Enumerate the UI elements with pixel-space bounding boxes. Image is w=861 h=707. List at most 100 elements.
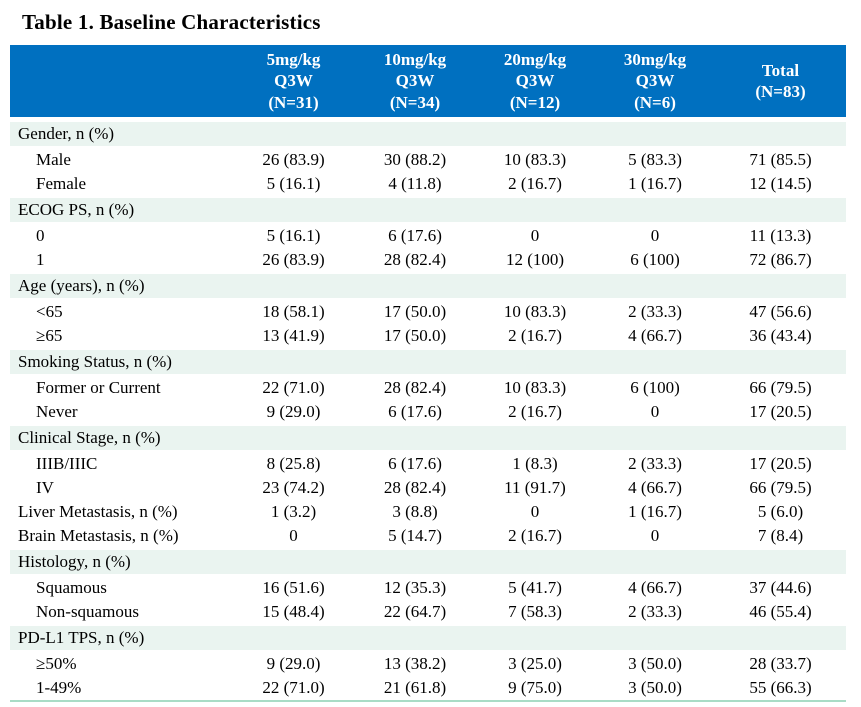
cell-value xyxy=(595,347,715,376)
cell-value xyxy=(355,423,475,452)
cell-value: 2 (16.7) xyxy=(508,525,562,545)
table-row: IIIB/IIIC 8 (25.8) 6 (17.6) 1 (8.3) 2 (3… xyxy=(10,452,846,476)
cell-value: 21 (61.8) xyxy=(383,677,447,697)
row-label: ≥65 xyxy=(36,325,63,345)
cell-value: 1 (3.2) xyxy=(270,501,317,521)
row-label: PD-L1 TPS, n (%) xyxy=(10,623,232,652)
cell-value xyxy=(232,195,355,224)
table-row: ECOG PS, n (%) xyxy=(10,195,846,224)
row-label: 1 xyxy=(36,249,45,269)
cell-value: 22 (71.0) xyxy=(262,377,325,397)
cell-value: 4 (11.8) xyxy=(388,173,442,193)
cell-value xyxy=(715,195,846,224)
table-row: <65 18 (58.1) 17 (50.0) 10 (83.3) 2 (33.… xyxy=(10,300,846,324)
cell-value: 2 (16.7) xyxy=(508,325,562,345)
cell-value: 22 (64.7) xyxy=(383,601,447,621)
row-label: 1-49% xyxy=(36,677,82,697)
cell-value: 17 (20.5) xyxy=(749,453,812,473)
cell-value xyxy=(595,119,715,148)
row-label: Non-squamous xyxy=(36,601,139,621)
cell-value: 0 xyxy=(650,401,660,421)
cell-value: 47 (56.6) xyxy=(749,301,812,321)
table-row: 1 26 (83.9) 28 (82.4) 12 (100) 6 (100) 7… xyxy=(10,248,846,272)
cell-value xyxy=(595,623,715,652)
cell-value: 12 (14.5) xyxy=(749,173,812,193)
cell-value xyxy=(355,547,475,576)
cell-value xyxy=(475,623,595,652)
table-row: IV 23 (74.2) 28 (82.4) 11 (91.7) 4 (66.7… xyxy=(10,476,846,500)
table-row: Squamous 16 (51.6) 12 (35.3) 5 (41.7) 4 … xyxy=(10,576,846,600)
cell-value: 1 (16.7) xyxy=(628,173,682,193)
table-row: Brain Metastasis, n (%) 0 5 (14.7) 2 (16… xyxy=(10,524,846,548)
cell-value: 18 (58.1) xyxy=(262,301,325,321)
row-label-column-header xyxy=(10,45,232,120)
cell-value: 10 (83.3) xyxy=(503,377,567,397)
row-label: Male xyxy=(36,149,71,169)
cell-value: 66 (79.5) xyxy=(749,477,812,497)
cell-value: 9 (75.0) xyxy=(508,677,562,697)
cell-value: 9 (29.0) xyxy=(266,401,321,421)
cell-value: 6 (100) xyxy=(630,249,680,269)
cell-value xyxy=(475,271,595,300)
cell-value: 4 (66.7) xyxy=(628,325,682,345)
cell-value: 11 (13.3) xyxy=(749,225,812,245)
cell-value xyxy=(232,623,355,652)
cell-value: 0 xyxy=(289,525,298,545)
cell-value: 12 (35.3) xyxy=(383,577,447,597)
cell-value: 3 (50.0) xyxy=(628,677,682,697)
row-label: ECOG PS, n (%) xyxy=(10,195,232,224)
cell-value: 5 (83.3) xyxy=(628,149,682,169)
table-row: ≥65 13 (41.9) 17 (50.0) 2 (16.7) 4 (66.7… xyxy=(10,324,846,348)
cell-value: 6 (100) xyxy=(630,377,680,397)
row-label: Histology, n (%) xyxy=(10,547,232,576)
cell-value: 3 (50.0) xyxy=(628,653,682,673)
cell-value xyxy=(475,347,595,376)
cell-value: 23 (74.2) xyxy=(262,477,325,497)
row-label: Squamous xyxy=(36,577,107,597)
cell-value: 5 (16.1) xyxy=(266,173,321,193)
column-header-10mgkg: 10mg/kg Q3W (N=34) xyxy=(355,45,475,120)
cell-value xyxy=(595,195,715,224)
cell-value: 30 (88.2) xyxy=(383,149,447,169)
cell-value xyxy=(595,423,715,452)
header-row: 5mg/kg Q3W (N=31) 10mg/kg Q3W (N=34) 20m… xyxy=(10,45,846,120)
cell-value: 1 (8.3) xyxy=(512,453,558,473)
cell-value: 37 (44.6) xyxy=(749,577,812,597)
cell-value: 46 (55.4) xyxy=(749,601,812,621)
row-label: Brain Metastasis, n (%) xyxy=(18,525,179,545)
cell-value xyxy=(715,423,846,452)
cell-value: 5 (41.7) xyxy=(508,577,562,597)
cell-value xyxy=(475,547,595,576)
cell-value: 11 (91.7) xyxy=(504,477,566,497)
cell-value: 17 (20.5) xyxy=(749,401,812,421)
cell-value: 26 (83.9) xyxy=(262,149,325,169)
cell-value xyxy=(232,547,355,576)
cell-value xyxy=(232,423,355,452)
cell-value xyxy=(355,271,475,300)
row-label: Clinical Stage, n (%) xyxy=(10,423,232,452)
cell-value: 22 (71.0) xyxy=(262,677,325,697)
row-label: Female xyxy=(36,173,87,193)
cell-value: 15 (48.4) xyxy=(262,601,325,621)
cell-value: 28 (33.7) xyxy=(749,653,812,673)
cell-value: 10 (83.3) xyxy=(503,149,567,169)
cell-value: 71 (85.5) xyxy=(749,149,812,169)
table-title: Table 1. Baseline Characteristics xyxy=(22,10,321,34)
cell-value: 16 (51.6) xyxy=(262,577,325,597)
cell-value: 0 xyxy=(650,525,660,545)
cell-value xyxy=(232,271,355,300)
cell-value: 8 (25.8) xyxy=(266,453,321,473)
row-label: Former or Current xyxy=(36,377,161,397)
cell-value xyxy=(715,347,846,376)
table-row: ≥50% 9 (29.0) 13 (38.2) 3 (25.0) 3 (50.0… xyxy=(10,652,846,676)
cell-value: 66 (79.5) xyxy=(749,377,812,397)
baseline-characteristics-table: 5mg/kg Q3W (N=31) 10mg/kg Q3W (N=34) 20m… xyxy=(10,45,846,702)
cell-value: 0 xyxy=(650,225,660,245)
cell-value: 72 (86.7) xyxy=(749,249,812,269)
column-header-5mgkg: 5mg/kg Q3W (N=31) xyxy=(232,45,355,120)
row-label: ≥50% xyxy=(36,653,77,673)
cell-value: 6 (17.6) xyxy=(388,453,442,473)
table-row: Liver Metastasis, n (%) 1 (3.2) 3 (8.8) … xyxy=(10,500,846,524)
table-header: 5mg/kg Q3W (N=31) 10mg/kg Q3W (N=34) 20m… xyxy=(10,45,846,120)
cell-value: 17 (50.0) xyxy=(383,325,447,345)
